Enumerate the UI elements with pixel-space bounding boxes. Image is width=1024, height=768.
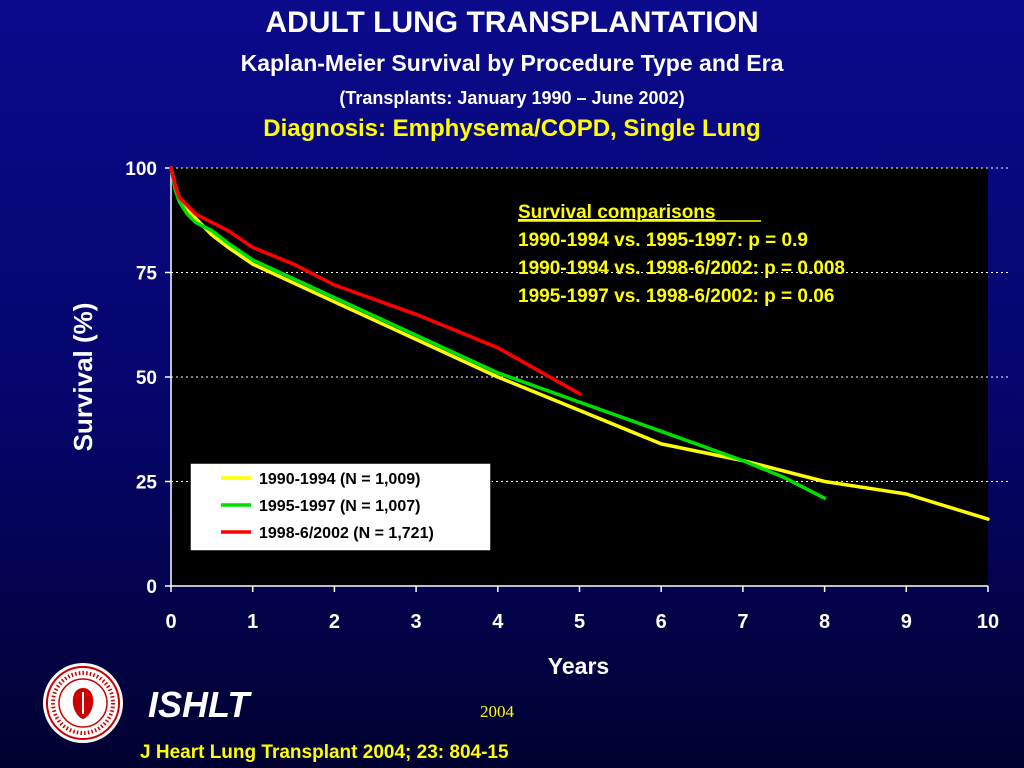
diagnosis-label: Diagnosis: Emphysema/COPD, Single Lung <box>263 115 761 142</box>
annotation-line-1: 1990-1994 vs. 1998-6/2002: p = 0.008 <box>518 258 845 279</box>
series-lines <box>169 166 990 521</box>
axes: 0 25 50 75 100 0 1 2 3 4 5 6 7 8 9 10 Years Survival (%) <box>68 159 999 679</box>
transplant-period: (Transplants: January 1990 – June 2002) <box>339 88 685 108</box>
chart-subtitle: Kaplan-Meier Survival by Procedure Type … <box>240 50 784 76</box>
annotation-line-2: 1995-1997 vs. 1998-6/2002: p = 0.06 <box>518 286 834 307</box>
y-tick-label-0: 0 <box>146 577 157 598</box>
y-tick-label-75: 75 <box>136 264 158 285</box>
year-label: 2004 <box>480 702 514 721</box>
x-tick-label-0: 0 <box>165 611 176 633</box>
x-tick-label-7: 7 <box>737 611 748 633</box>
x-tick-label-3: 3 <box>411 611 422 633</box>
citation: J Heart Lung Transplant 2004; 23: 804-15 <box>140 742 509 763</box>
legend-label-1: 1995-1997 (N = 1,007) <box>259 498 420 515</box>
x-tick-label-5: 5 <box>574 611 585 633</box>
ishlt-label: ISHLT <box>148 684 250 725</box>
annotation-line-0: 1990-1994 vs. 1995-1997: p = 0.9 <box>518 230 808 251</box>
x-tick-label-2: 2 <box>329 611 340 633</box>
x-tick-label-4: 4 <box>492 611 504 633</box>
series-line-2 <box>169 166 582 396</box>
x-tick-label-6: 6 <box>656 611 667 633</box>
legend-label-2: 1998-6/2002 (N = 1,721) <box>259 525 434 542</box>
annotation-title: Survival comparisons <box>518 202 715 223</box>
x-axis-label: Years <box>548 653 609 679</box>
x-tick-label-10: 10 <box>977 611 999 633</box>
x-tick-label-9: 9 <box>901 611 912 633</box>
series-line-1 <box>169 166 827 500</box>
x-tick-label-1: 1 <box>247 611 258 633</box>
series-line-0 <box>169 166 990 521</box>
y-tick-label-50: 50 <box>136 368 157 389</box>
legend-label-0: 1990-1994 (N = 1,009) <box>259 471 420 488</box>
survival-comparisons-annotation: Survival comparisons 1990-1994 vs. 1995-1… <box>518 202 845 307</box>
chart-title: ADULT LUNG TRANSPLANTATION <box>265 6 759 39</box>
legend: 1990-1994 (N = 1,009) 1995-1997 (N = 1,00… <box>189 462 492 552</box>
ishlt-seal-logo <box>43 663 123 743</box>
y-axis-label: Survival (%) <box>68 303 98 452</box>
y-tick-label-25: 25 <box>136 473 158 494</box>
x-tick-label-8: 8 <box>819 611 830 633</box>
y-tick-label-100: 100 <box>125 159 157 180</box>
